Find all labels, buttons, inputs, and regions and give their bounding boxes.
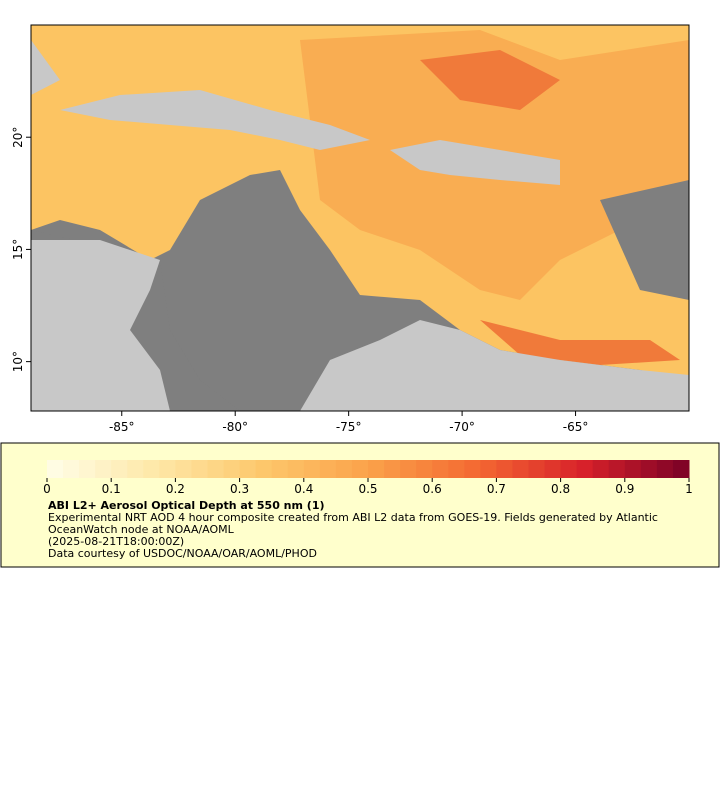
y-tick-label: 20° (11, 127, 25, 148)
legend-credit: Data courtesy of USDOC/NOAA/OAR/AOML/PHO… (48, 547, 317, 560)
land (31, 240, 170, 411)
colorbar-swatch (303, 460, 321, 478)
colorbar-swatch (416, 460, 433, 478)
colorbar-swatch (656, 460, 674, 478)
x-tick-label: -85° (109, 420, 135, 434)
colorbar-swatch (608, 460, 626, 478)
map-frame (30, 24, 690, 412)
colorbar-swatch (159, 460, 176, 478)
colorbar-swatch (496, 460, 513, 478)
colorbar-swatch (79, 460, 96, 478)
colorbar-swatch (640, 460, 658, 478)
map (30, 24, 690, 412)
colorbar-tick-label: 0.2 (166, 482, 185, 496)
colorbar-tick-label: 0.7 (487, 482, 506, 496)
colorbar-tick-label: 0.6 (423, 482, 442, 496)
colorbar-tick-label: 0.5 (358, 482, 377, 496)
x-tick-label: -80° (222, 420, 248, 434)
colorbar-swatch (239, 460, 257, 478)
colorbar-swatch (384, 460, 401, 478)
colorbar-swatch (287, 460, 305, 478)
colorbar-swatch (207, 460, 225, 478)
colorbar-swatch (47, 460, 64, 478)
land (300, 320, 689, 411)
colorbar-swatch (576, 460, 594, 478)
colorbar-tick-label: 0.3 (230, 482, 249, 496)
colorbar-swatch (143, 460, 160, 478)
colorbar-swatch (624, 460, 642, 478)
colorbar-tick-label: 0.4 (294, 482, 313, 496)
colorbar-tick-label: 0 (43, 482, 51, 496)
colorbar-tick-label: 1 (685, 482, 693, 496)
colorbar-swatch (319, 460, 337, 478)
colorbar-swatch (175, 460, 192, 478)
land (60, 90, 370, 150)
colorbar-swatch (672, 460, 690, 478)
x-tick-label: -70° (449, 420, 475, 434)
colorbar-swatch (127, 460, 144, 478)
colorbar-swatch (191, 460, 208, 478)
colorbar-swatch (255, 460, 273, 478)
colorbar-swatch (448, 460, 465, 478)
x-tick-label: -65° (563, 420, 589, 434)
colorbar-swatch (528, 460, 546, 478)
colorbar-swatch (335, 460, 353, 478)
legend-text: ABI L2+ Aerosol Optical Depth at 550 nm … (48, 500, 708, 560)
colorbar-swatch (592, 460, 610, 478)
colorbar-swatch (95, 460, 112, 478)
colorbar-swatch (271, 460, 289, 478)
aerosol-field (420, 50, 680, 365)
colorbar-swatch (512, 460, 529, 478)
colorbar-swatch (480, 460, 497, 478)
colorbar-swatch (544, 460, 562, 478)
land (390, 140, 560, 185)
legend-title: ABI L2+ Aerosol Optical Depth at 550 nm … (48, 499, 325, 512)
x-tick-label: -75° (336, 420, 362, 434)
colorbar-swatch (63, 460, 80, 478)
colorbar-swatch (223, 460, 241, 478)
legend-description: Experimental NRT AOD 4 hour composite cr… (48, 511, 658, 536)
colorbar-swatch (111, 460, 128, 478)
y-tick-label: 10° (11, 351, 25, 372)
y-tick-label: 15° (11, 239, 25, 260)
colorbar-swatch (368, 460, 385, 478)
colorbar-swatch (560, 460, 578, 478)
legend-time: (2025-08-21T18:00:00Z) (48, 535, 185, 548)
colorbar-swatch (432, 460, 449, 478)
colorbar-swatch (400, 460, 417, 478)
colorbar-tick-label: 0.8 (551, 482, 570, 496)
no-data (600, 180, 689, 300)
colorbar-swatch (464, 460, 481, 478)
colorbar-tick-label: 0.1 (102, 482, 121, 496)
colorbar: 0 0.1 0.2 0.3 0.4 0.5 0.6 0.7 0.8 0.9 1 (43, 460, 693, 496)
colorbar-tick-label: 0.9 (615, 482, 634, 496)
land (31, 40, 60, 95)
colorbar-swatch (351, 460, 369, 478)
